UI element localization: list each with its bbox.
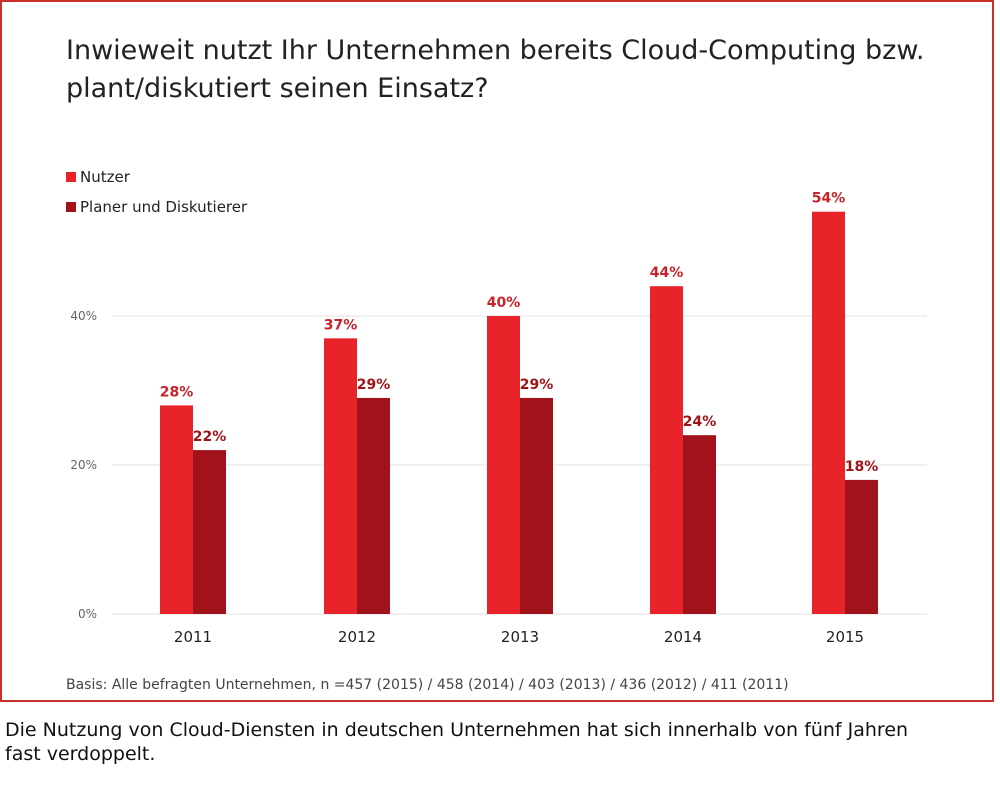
data-label: 22% [193,429,227,445]
legend-item-planer: Planer und Diskutierer [66,192,247,222]
bar [812,211,845,614]
y-tick-label: 0% [78,607,97,621]
bar [324,338,357,614]
caption-line-1: Die Nutzung von Cloud-Diensten in deutsc… [5,719,909,741]
data-label: 44% [650,265,684,281]
y-tick-label: 40% [70,309,97,323]
legend-swatch-nutzer [66,172,76,182]
chart-title-line-1: Inwieweit nutzt Ihr Unternehmen bereits … [66,35,925,66]
data-label: 37% [324,317,358,333]
data-label: 28% [160,384,194,400]
data-label: 24% [683,414,717,430]
chart-title: Inwieweit nutzt Ihr Unternehmen bereits … [66,32,966,108]
x-tick-label: 2012 [338,628,376,646]
bar [845,479,878,614]
legend-item-nutzer: Nutzer [66,162,247,192]
data-label: 18% [845,459,879,475]
basis-note: Basis: Alle befragten Unternehmen, n =45… [66,677,789,693]
x-tick-label: 2015 [826,628,864,646]
bar [650,286,683,614]
data-label: 29% [357,377,391,393]
bar [160,405,193,614]
legend-label-nutzer: Nutzer [80,168,130,186]
bar [683,435,716,614]
bar [357,397,390,614]
x-tick-label: 2011 [174,628,212,646]
data-label: 54% [812,191,846,207]
legend-label-planer: Planer und Diskutierer [80,198,248,216]
x-tick-label: 2013 [501,628,539,646]
legend: Nutzer Planer und Diskutierer [66,162,247,222]
bar [193,450,226,614]
data-label: 40% [487,295,521,311]
caption-line-2: fast verdoppelt. [5,743,156,765]
x-tick-label: 2014 [664,628,702,646]
y-tick-label: 20% [70,458,97,472]
bar [520,397,553,614]
bar-chart: 0% 20% 40% 28% 22% 2011 37% 29% 2012 40% 29% 2013 44… [70,191,927,646]
bar [487,316,520,614]
legend-swatch-planer [66,202,76,212]
data-label: 29% [520,377,554,393]
chart-title-line-2: plant/diskutiert seinen Einsatz? [66,73,489,104]
caption: Die Nutzung von Cloud-Diensten in deutsc… [5,718,985,766]
chart-frame: Inwieweit nutzt Ihr Unternehmen bereits … [0,0,994,702]
